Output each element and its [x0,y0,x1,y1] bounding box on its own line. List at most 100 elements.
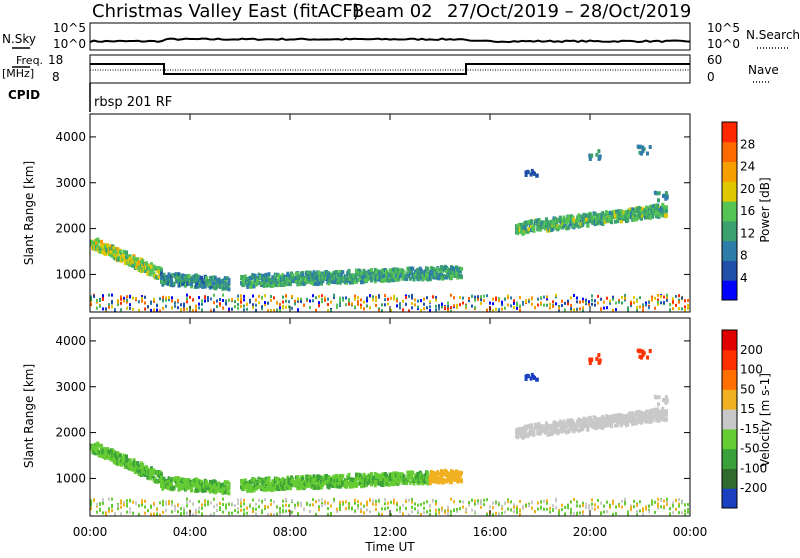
heatmap-cell [474,502,476,506]
heatmap-cell [341,270,345,275]
heatmap-cell [375,303,377,307]
heatmap-cell [339,298,341,302]
heatmap-cell [234,300,236,304]
heatmap-cell [306,279,310,284]
heatmap-cell [561,429,565,434]
heatmap-cell [201,506,203,510]
heatmap-cell [407,274,411,278]
heatmap-cell [557,430,561,435]
heatmap-cell [399,506,401,510]
heatmap-cell [640,420,643,425]
heatmap-cell [249,300,251,304]
heatmap-cell [186,497,188,501]
heatmap-cell [120,512,122,516]
heatmap-cell [243,508,245,512]
heatmap-cell [585,302,587,306]
heatmap-cell [507,294,509,298]
heatmap-cell [354,305,356,309]
colorbar-frame [721,329,738,509]
heatmap-cell [663,504,665,508]
x-tick-label: 00:00 [73,525,108,539]
heatmap-cell [102,294,104,298]
heatmap-cell [501,511,503,515]
heatmap-cell [645,303,647,307]
heatmap-cell [108,293,110,297]
heatmap-cell [195,309,197,313]
heatmap-cell [615,308,617,312]
freq-label: Freq. [16,54,43,67]
heatmap-cell [656,203,660,208]
heatmap-cell [620,423,623,428]
heatmap-cell [192,513,194,517]
colorbar-tick-label: 12 [740,226,755,240]
heatmap-cell [105,511,107,515]
heatmap-cell [122,249,126,254]
heatmap-cell [489,301,491,305]
heatmap-cell [347,475,351,480]
heatmap-cell [115,455,118,460]
heatmap-cell [457,266,461,271]
heatmap-cell [318,505,320,509]
x-tick-label: 12:00 [373,525,408,539]
heatmap-cell [399,306,401,310]
heatmap-cell [495,511,497,515]
heatmap-cell [219,508,221,512]
heatmap-cell [451,477,455,482]
heatmap-cell [447,505,449,509]
heatmap-cell [285,498,287,502]
heatmap-cell [426,267,430,272]
heatmap-cell [483,503,485,507]
heatmap-cell [552,304,554,308]
heatmap-cell [672,511,674,515]
heatmap-cell [121,253,125,258]
heatmap-cell [384,303,386,307]
heatmap-cell [342,296,344,300]
heatmap-cell [657,300,659,304]
colorbar-swatch [722,330,737,351]
heatmap-cell [171,296,173,300]
colorbar-tick-label: 100 [740,363,763,377]
heatmap-cell [190,486,193,491]
heatmap-cell [375,299,377,303]
heatmap-cell [471,508,473,512]
heatmap-cell [489,505,491,509]
heatmap-cell [402,474,406,479]
colorbar-swatch [722,349,737,371]
heatmap-cell [610,220,613,225]
heatmap-cell [320,485,323,490]
heatmap-cell [665,208,668,213]
heatmap-cell [444,511,446,515]
heatmap-cell [198,306,200,310]
heatmap-cell [112,450,116,454]
heatmap-cell [156,512,158,516]
colorbar-swatch [722,201,737,222]
heatmap-cell [562,215,566,220]
heatmap-cell [477,295,479,299]
heatmap-cell [213,505,215,509]
heatmap-cell [240,501,242,505]
heatmap-cell [429,309,431,312]
heatmap-cell [333,497,335,501]
heatmap-cell [183,302,185,306]
heatmap-cell [531,506,533,510]
heatmap-cell [309,510,311,513]
heatmap-cell [240,498,242,502]
heatmap-cell [300,277,303,282]
heatmap-cell [665,399,669,404]
heatmap-cell [423,297,425,301]
heatmap-cell [132,256,136,261]
heatmap-cell [231,298,233,302]
heatmap-cell [177,306,179,310]
heatmap-cell [610,424,613,429]
heatmap-cell [576,500,578,504]
heatmap-cell [272,486,276,491]
heatmap-cell [654,510,656,514]
colorbar-swatch [722,488,737,509]
heatmap-cell [318,301,320,305]
heatmap-cell [116,457,120,462]
heatmap-cell [606,500,608,504]
heatmap-cell [678,307,680,311]
heatmap-cell [143,473,147,477]
heatmap-cell [246,506,248,510]
heatmap-cell [510,296,512,300]
